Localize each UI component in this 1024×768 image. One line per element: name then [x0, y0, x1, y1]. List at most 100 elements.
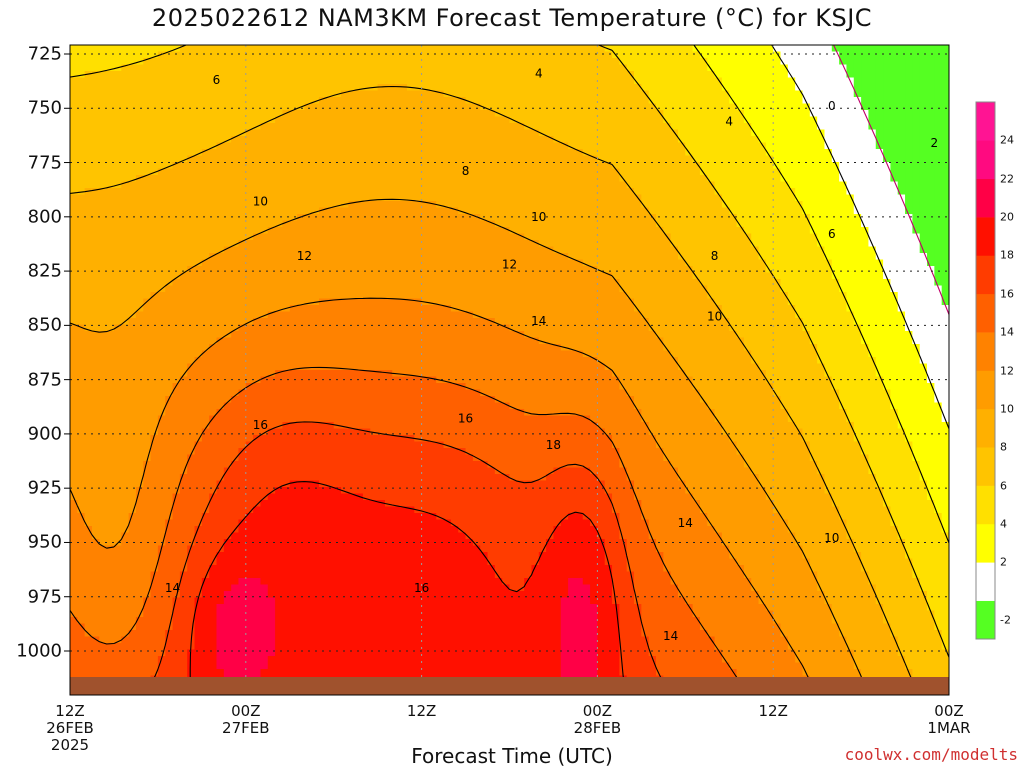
temperature-cell — [561, 45, 569, 52]
temperature-cell — [70, 266, 78, 273]
temperature-cell — [634, 208, 642, 215]
temperature-cell — [370, 104, 378, 111]
temperature-cell — [583, 208, 591, 215]
temperature-cell — [466, 84, 474, 91]
temperature-cell — [912, 214, 920, 221]
temperature-cell — [385, 91, 393, 98]
temperature-cell — [619, 273, 627, 280]
temperature-cell — [495, 104, 503, 111]
temperature-cell — [121, 156, 129, 163]
temperature-cell — [619, 195, 627, 202]
temperature-cell — [107, 260, 115, 267]
temperature-cell — [671, 208, 679, 215]
temperature-cell — [143, 130, 151, 137]
temperature-cell — [905, 45, 913, 52]
temperature-cell — [788, 240, 796, 247]
temperature-cell — [656, 273, 664, 280]
temperature-cell — [883, 299, 891, 306]
temperature-cell — [707, 214, 715, 221]
temperature-cell — [275, 299, 283, 306]
temperature-cell — [436, 143, 444, 150]
temperature-cell — [253, 52, 261, 59]
temperature-cell — [678, 84, 686, 91]
temperature-cell — [605, 71, 613, 78]
temperature-cell — [187, 240, 195, 247]
temperature-cell — [868, 273, 876, 280]
temperature-cell — [539, 149, 547, 156]
temperature-cell — [129, 214, 137, 221]
temperature-cell — [927, 84, 935, 91]
temperature-cell — [641, 45, 649, 52]
temperature-cell — [400, 136, 408, 143]
temperature-cell — [392, 58, 400, 65]
temperature-cell — [202, 286, 210, 293]
temperature-cell — [114, 110, 122, 117]
temperature-cell — [370, 117, 378, 124]
temperature-cell — [304, 71, 312, 78]
temperature-cell — [693, 104, 701, 111]
temperature-cell — [187, 253, 195, 260]
temperature-cell — [260, 182, 268, 189]
temperature-cell — [436, 123, 444, 130]
temperature-cell — [238, 182, 246, 189]
temperature-cell — [348, 305, 356, 312]
temperature-cell — [597, 208, 605, 215]
temperature-cell — [693, 149, 701, 156]
temperature-cell — [942, 169, 950, 176]
temperature-cell — [363, 149, 371, 156]
temperature-cell — [129, 136, 137, 143]
temperature-cell — [707, 234, 715, 241]
temperature-cell — [70, 45, 78, 52]
temperature-cell — [282, 117, 290, 124]
temperature-cell — [246, 104, 254, 111]
temperature-cell — [912, 279, 920, 286]
temperature-cell — [795, 58, 803, 65]
temperature-cell — [107, 201, 115, 208]
temperature-cell — [517, 253, 525, 260]
temperature-cell — [634, 175, 642, 182]
temperature-cell — [136, 286, 144, 293]
temperature-cell — [810, 136, 818, 143]
temperature-cell — [473, 279, 481, 286]
temperature-cell — [268, 214, 276, 221]
temperature-cell — [473, 130, 481, 137]
temperature-cell — [905, 305, 913, 312]
temperature-cell — [671, 78, 679, 85]
temperature-cell — [700, 143, 708, 150]
temperature-cell — [143, 188, 151, 195]
temperature-cell — [868, 162, 876, 169]
temperature-cell — [883, 247, 891, 254]
temperature-cell — [517, 195, 525, 202]
temperature-cell — [290, 279, 298, 286]
temperature-cell — [319, 286, 327, 293]
temperature-cell — [268, 208, 276, 215]
temperature-cell — [707, 58, 715, 65]
temperature-cell — [510, 169, 518, 176]
temperature-cell — [890, 253, 898, 260]
temperature-cell — [158, 130, 166, 137]
temperature-cell — [436, 45, 444, 52]
temperature-cell — [868, 156, 876, 163]
temperature-cell — [671, 91, 679, 98]
temperature-cell — [773, 130, 781, 137]
temperature-cell — [92, 130, 100, 137]
temperature-cell — [861, 149, 869, 156]
temperature-cell — [253, 91, 261, 98]
temperature-cell — [898, 292, 906, 299]
temperature-cell — [539, 234, 547, 241]
temperature-cell — [912, 104, 920, 111]
temperature-cell — [678, 201, 686, 208]
temperature-cell — [202, 305, 210, 312]
temperature-cell — [700, 247, 708, 254]
temperature-cell — [854, 273, 862, 280]
temperature-cell — [400, 305, 408, 312]
temperature-cell — [202, 312, 210, 319]
temperature-cell — [641, 162, 649, 169]
temperature-cell — [480, 136, 488, 143]
temperature-cell — [890, 84, 898, 91]
temperature-cell — [854, 195, 862, 202]
temperature-cell — [392, 195, 400, 202]
temperature-cell — [927, 253, 935, 260]
temperature-cell — [202, 240, 210, 247]
temperature-cell — [766, 65, 774, 72]
